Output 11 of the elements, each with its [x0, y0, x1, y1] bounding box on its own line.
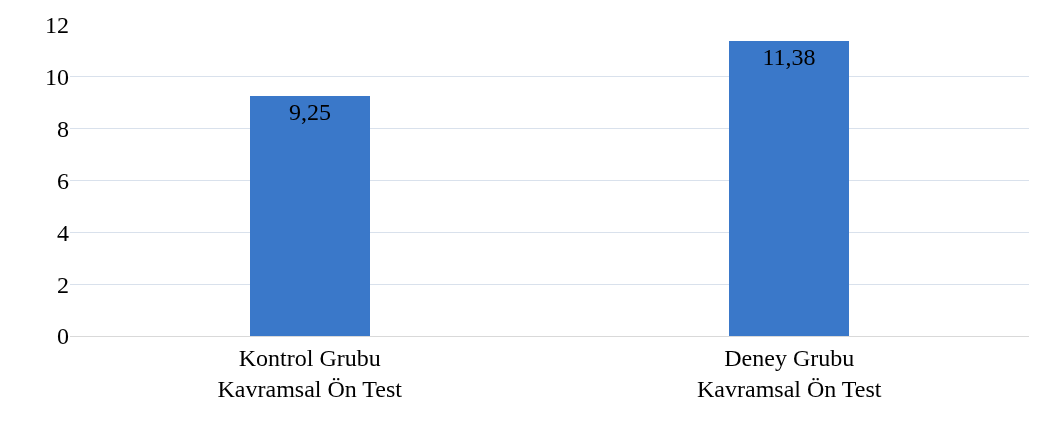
- x-tick-label: Kontrol Grubu Kavramsal Ön Test: [217, 344, 403, 402]
- data-label: 9,25: [289, 99, 331, 125]
- y-tick-label: 6: [57, 167, 69, 194]
- y-tick-label: 2: [57, 271, 69, 298]
- y-tick-label: 12: [45, 12, 69, 39]
- y-tick-label: 0: [57, 323, 69, 350]
- y-tick-label: 8: [57, 116, 69, 143]
- y-tick-label: 4: [57, 219, 69, 246]
- x-tick-label: Deney Grubu Kavramsal Ön Test: [697, 344, 882, 402]
- y-tick-label: 10: [45, 64, 69, 91]
- data-label: 11,38: [762, 44, 816, 70]
